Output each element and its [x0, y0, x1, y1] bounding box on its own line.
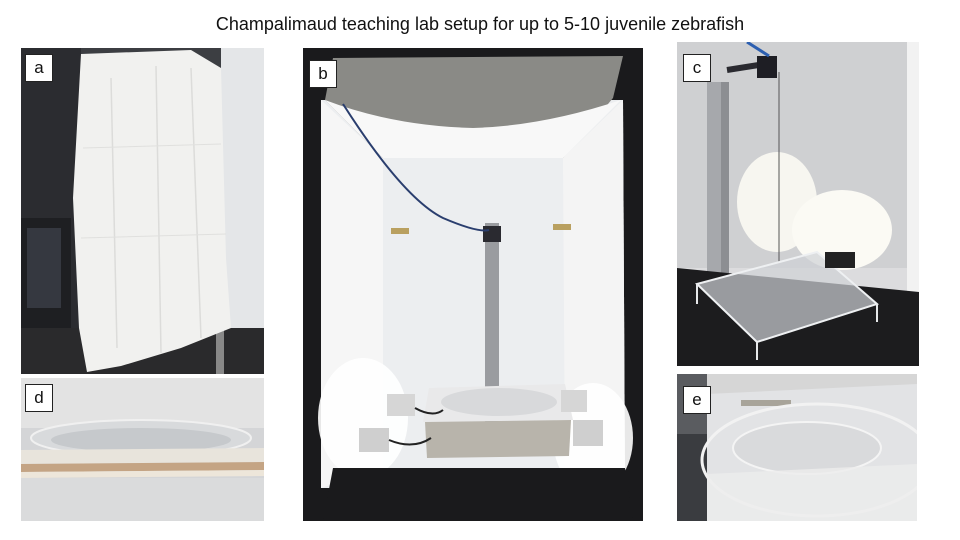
- photo-arena-ring-closeup: [21, 378, 264, 521]
- photo-panel-c: c: [677, 42, 919, 366]
- photo-panel-d: d: [21, 378, 264, 521]
- photo-curtain-covered-setup: [21, 48, 264, 374]
- photo-arena-well-closeup: [677, 374, 917, 521]
- figure-title: Champalimaud teaching lab setup for up t…: [215, 14, 745, 34]
- photo-panel-e: e: [677, 374, 917, 521]
- panel-label-e: e: [683, 386, 711, 414]
- photo-panel-b: b: [303, 48, 643, 521]
- photo-arena-camera-side-view: [677, 42, 919, 366]
- photo-open-lightbox: [303, 48, 643, 521]
- panel-label-b: b: [309, 60, 337, 88]
- panel-label-c: c: [683, 54, 711, 82]
- panel-label-a: a: [25, 54, 53, 82]
- photo-panel-a: a: [21, 48, 264, 374]
- panel-label-d: d: [25, 384, 53, 412]
